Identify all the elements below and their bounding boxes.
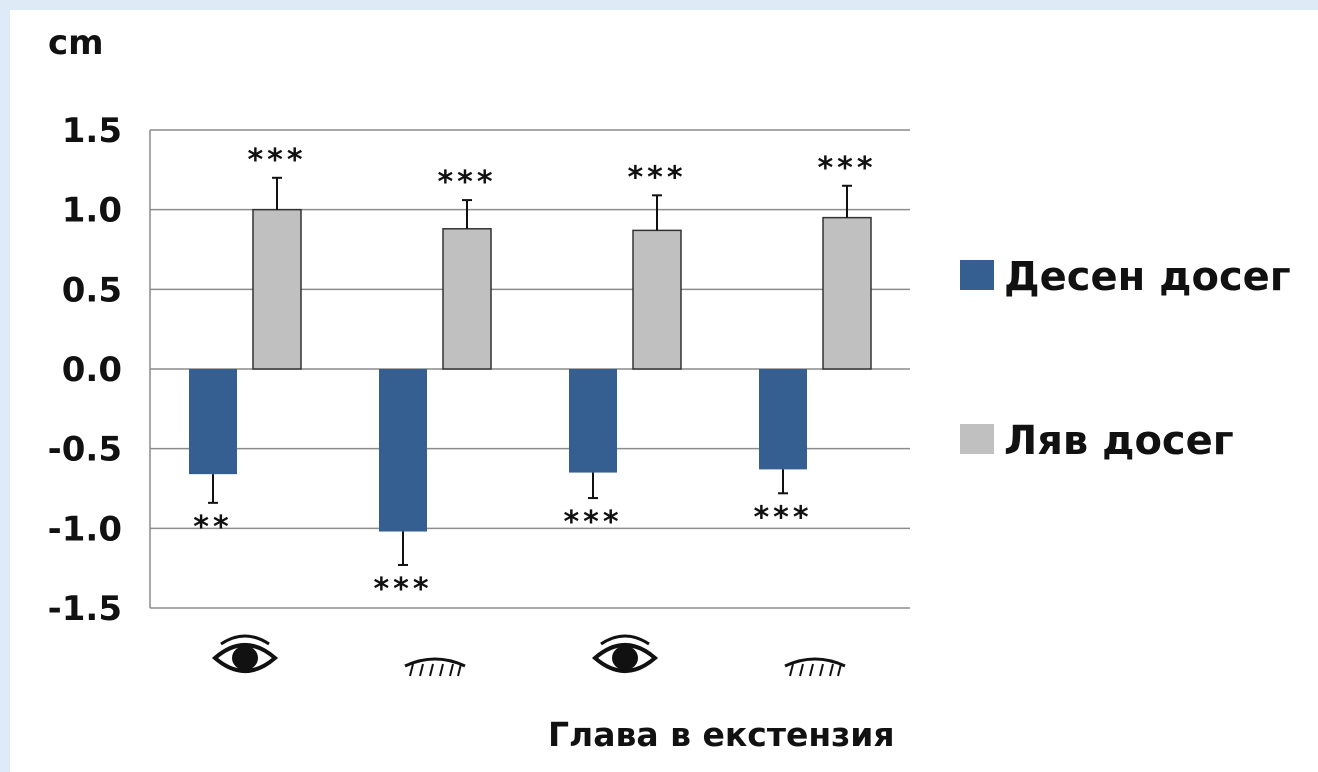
significance-label: ** bbox=[193, 510, 232, 545]
bar bbox=[252, 208, 302, 370]
category-icons bbox=[211, 634, 846, 677]
eye-outline bbox=[211, 643, 279, 673]
eyelash bbox=[829, 663, 834, 677]
eyelid bbox=[784, 657, 846, 668]
y-tick-labels: 1.5 1.0 0.5 0.0 -0.5 -1.0 -1.5 bbox=[48, 111, 122, 629]
closed-eye-icon bbox=[404, 657, 466, 677]
legend-label-left-reach: Ляв досег bbox=[1004, 418, 1234, 464]
significance-label: *** bbox=[817, 151, 876, 186]
open-eye-icon bbox=[211, 634, 279, 673]
y-tick-label: -0.5 bbox=[48, 430, 122, 470]
eyelid bbox=[404, 657, 466, 668]
eyelash bbox=[837, 663, 842, 677]
eyelash bbox=[409, 663, 414, 677]
chart-frame: cm 1.5 1.0 0.5 0.0 -0.5 -1.0 -1.5 ** *** *** *** *… bbox=[10, 10, 1318, 772]
eyelash bbox=[809, 663, 814, 677]
y-tick-label: 1.0 bbox=[62, 191, 122, 231]
legend-label-right-reach: Десен досег bbox=[1004, 254, 1291, 300]
bar bbox=[822, 216, 872, 370]
eyelash bbox=[799, 663, 804, 677]
eye-outline bbox=[591, 643, 659, 673]
bar bbox=[189, 369, 237, 475]
y-tick-label: -1.0 bbox=[48, 509, 122, 549]
bar bbox=[632, 229, 682, 370]
eyelash bbox=[439, 663, 444, 677]
legend-swatch-right-reach bbox=[960, 260, 994, 290]
significance-label: *** bbox=[753, 500, 812, 535]
error-bars bbox=[208, 176, 852, 566]
legend: Десен досег Ляв досег bbox=[960, 254, 1291, 464]
eyelash bbox=[457, 663, 462, 677]
eyelash bbox=[449, 663, 454, 677]
bar-chart: cm 1.51.00.50.0-0.5-1.0-1.5 ************… bbox=[48, 23, 1291, 754]
eyelash bbox=[419, 663, 424, 677]
bar bbox=[759, 369, 807, 470]
significance-label: *** bbox=[563, 505, 622, 540]
bar bbox=[442, 228, 492, 370]
eye-brow bbox=[600, 634, 650, 646]
y-tick-label: 1.5 bbox=[62, 111, 122, 151]
significance-labels: *********************** bbox=[193, 143, 876, 607]
eye-pupil bbox=[232, 646, 258, 670]
legend-swatch-left-reach bbox=[960, 424, 994, 454]
eye-pupil bbox=[612, 646, 638, 670]
significance-label: *** bbox=[247, 143, 306, 178]
eyelash bbox=[819, 663, 824, 677]
y-tick-label: -1.5 bbox=[48, 589, 122, 629]
x-axis-title: Глава в екстензия bbox=[548, 715, 895, 754]
significance-label: *** bbox=[373, 572, 432, 607]
significance-label: *** bbox=[437, 165, 496, 200]
eyelash bbox=[429, 663, 434, 677]
y-tick-label: 0.0 bbox=[62, 350, 122, 390]
eyelash bbox=[789, 663, 794, 677]
y-tick-label: 0.5 bbox=[62, 270, 122, 310]
bar bbox=[569, 369, 617, 473]
y-unit-label: cm bbox=[48, 23, 104, 63]
closed-eye-icon bbox=[784, 657, 846, 677]
bars bbox=[189, 208, 872, 532]
eye-brow bbox=[220, 634, 270, 646]
significance-label: *** bbox=[627, 160, 686, 195]
open-eye-icon bbox=[591, 634, 659, 673]
bar bbox=[379, 369, 427, 532]
